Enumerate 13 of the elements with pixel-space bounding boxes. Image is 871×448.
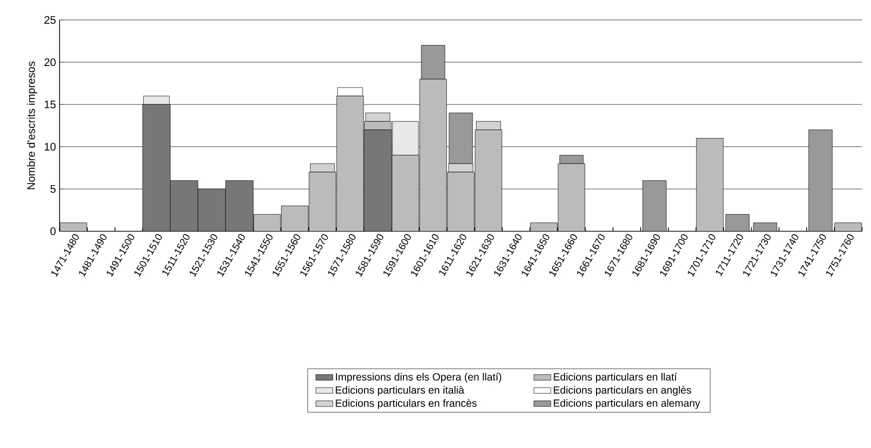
legend-label: Edicions particulars en llatí	[554, 373, 677, 383]
legend-label: Edicions particulars en alemany	[554, 399, 700, 410]
y-tick-label: 15	[44, 100, 56, 108]
legend-label: Edicions particulars en francès	[336, 399, 477, 410]
y-tick-label: 10	[44, 143, 56, 151]
y-tick-label: 20	[44, 58, 56, 66]
legend-label: Edicions particulars en anglès	[554, 386, 692, 396]
legend-label: Impressions dins els Opera (en llatí)	[336, 373, 502, 383]
y-tick-label: 5	[50, 185, 56, 194]
y-tick-label: 25	[44, 16, 56, 24]
y-axis-title: Nombre d'escrits impresos	[26, 62, 38, 190]
legend-label: Edicions particulars en italià	[336, 386, 464, 396]
y-tick-label: 0	[50, 228, 56, 236]
